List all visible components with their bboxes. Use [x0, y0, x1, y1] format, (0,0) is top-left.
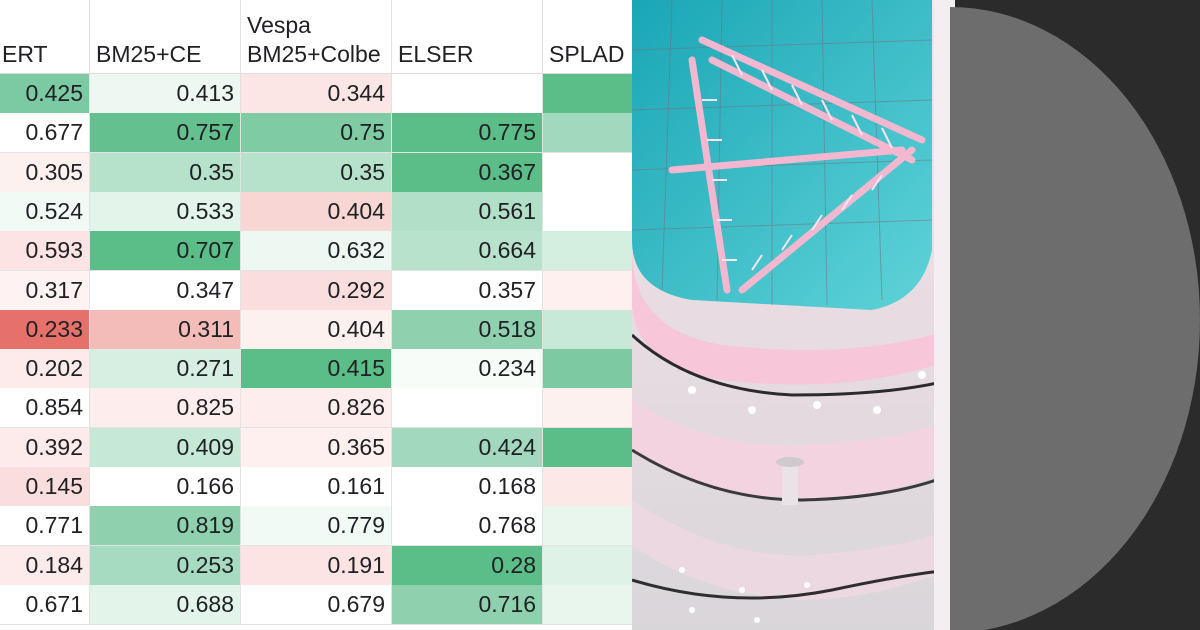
table-cell[interactable]: 0.166 — [90, 467, 241, 507]
table-cell[interactable]: 0.202 — [0, 349, 90, 390]
table-cell[interactable]: 0.35 — [241, 152, 392, 193]
table-cell[interactable]: 0.826 — [241, 388, 392, 429]
table-cell[interactable]: 0.632 — [241, 231, 392, 272]
table-cell[interactable]: 0.775 — [392, 113, 543, 154]
table-cell[interactable]: 0.757 — [90, 113, 241, 154]
table-cell[interactable]: 0.392 — [0, 427, 90, 468]
table-cell[interactable]: 0.35 — [90, 152, 241, 193]
table-cell[interactable]: 0.367 — [392, 152, 543, 193]
table-cell[interactable]: 0.819 — [90, 506, 241, 547]
table-cell[interactable]: 0.415 — [241, 349, 392, 390]
table-cell[interactable] — [392, 388, 543, 429]
table-cell[interactable]: 0 — [543, 152, 632, 193]
table-cell[interactable]: 0.191 — [241, 545, 392, 586]
table-cell[interactable]: 0.518 — [392, 309, 543, 350]
table-cell[interactable]: 0 — [543, 74, 632, 114]
table-cell[interactable]: 0.168 — [392, 467, 543, 507]
table-cell[interactable]: 0.533 — [90, 191, 241, 232]
table-cell[interactable]: 0.292 — [241, 270, 392, 311]
table-cell[interactable]: 0 — [543, 467, 632, 507]
atrium-photo — [632, 0, 950, 630]
table-cell[interactable]: 0.671 — [0, 584, 90, 625]
table-cell[interactable]: 0.413 — [90, 74, 241, 114]
table-cell[interactable]: 0 — [543, 506, 632, 547]
table-cell[interactable]: 0 — [543, 545, 632, 586]
table-cell[interactable]: 0 — [543, 584, 632, 625]
dark-circle-panel — [950, 0, 1200, 630]
table-cell[interactable]: 0.233 — [0, 309, 90, 350]
table-cell[interactable]: 0.425 — [0, 74, 90, 114]
table-cell[interactable]: 0 — [543, 231, 632, 272]
table-cell[interactable]: 0.561 — [392, 191, 543, 232]
table-cell[interactable]: 0.779 — [241, 506, 392, 547]
atrium-photo-illustration — [632, 0, 950, 630]
table-cell[interactable]: 0 — [543, 309, 632, 350]
table-cell[interactable]: 0.75 — [241, 113, 392, 154]
table-cell[interactable]: 0.365 — [241, 427, 392, 468]
column-header[interactable]: BM25+CE — [90, 0, 241, 74]
table-cell[interactable]: 0.311 — [90, 309, 241, 350]
table-cell[interactable]: 0.28 — [392, 545, 543, 586]
table-cell[interactable]: 0.234 — [392, 349, 543, 390]
table-cell[interactable]: 0 — [543, 113, 632, 154]
table-cell[interactable]: 0.305 — [0, 152, 90, 193]
table-cell[interactable]: 0 — [543, 427, 632, 468]
table-cell[interactable]: 0.145 — [0, 467, 90, 507]
gray-circle — [950, 7, 1200, 630]
column-header[interactable]: ERT — [0, 0, 90, 74]
table-cell[interactable]: 0.593 — [0, 231, 90, 272]
table-cell[interactable]: 0.688 — [90, 584, 241, 625]
column-header[interactable]: Vespa BM25+Colbe — [241, 0, 392, 74]
table-cell[interactable]: 0.716 — [392, 584, 543, 625]
table-cell[interactable]: 0.771 — [0, 506, 90, 547]
table-cell[interactable]: 0.524 — [0, 191, 90, 232]
table-cell[interactable]: 0.404 — [241, 309, 392, 350]
table-cell[interactable]: 0.357 — [392, 270, 543, 311]
table-cell[interactable]: 0.161 — [241, 467, 392, 507]
table-cell[interactable]: 0.825 — [90, 388, 241, 429]
table-cell[interactable]: 0.347 — [90, 270, 241, 311]
table-cell[interactable]: 0.664 — [392, 231, 543, 272]
table-cell[interactable]: 0.679 — [241, 584, 392, 625]
table-cell[interactable]: 0 — [543, 270, 632, 311]
table-cell[interactable]: 0.317 — [0, 270, 90, 311]
table-cell[interactable]: 0 — [543, 388, 632, 429]
table-cell[interactable]: 0.677 — [0, 113, 90, 154]
table-cell[interactable]: 0.854 — [0, 388, 90, 429]
table-cell[interactable] — [392, 74, 543, 114]
table-cell[interactable]: 0.424 — [392, 427, 543, 468]
table-cell[interactable]: 0.404 — [241, 191, 392, 232]
column-header[interactable]: ELSER — [392, 0, 543, 74]
table-cell[interactable]: 0.253 — [90, 545, 241, 586]
table-cell[interactable]: 0.271 — [90, 349, 241, 390]
table-cell[interactable]: 0.409 — [90, 427, 241, 468]
table-cell[interactable]: 0.184 — [0, 545, 90, 586]
table-cell[interactable]: 0 — [543, 349, 632, 390]
column-header[interactable]: SPLAD — [543, 0, 632, 74]
table-cell[interactable]: 0.707 — [90, 231, 241, 272]
table-cell[interactable]: 0 — [543, 191, 632, 232]
table-cell[interactable]: 0.344 — [241, 74, 392, 114]
table-cell[interactable]: 0.768 — [392, 506, 543, 547]
spreadsheet-panel: ERT BM25+CE Vespa BM25+Colbe ELSER SPLAD 0.42… — [0, 0, 632, 625]
